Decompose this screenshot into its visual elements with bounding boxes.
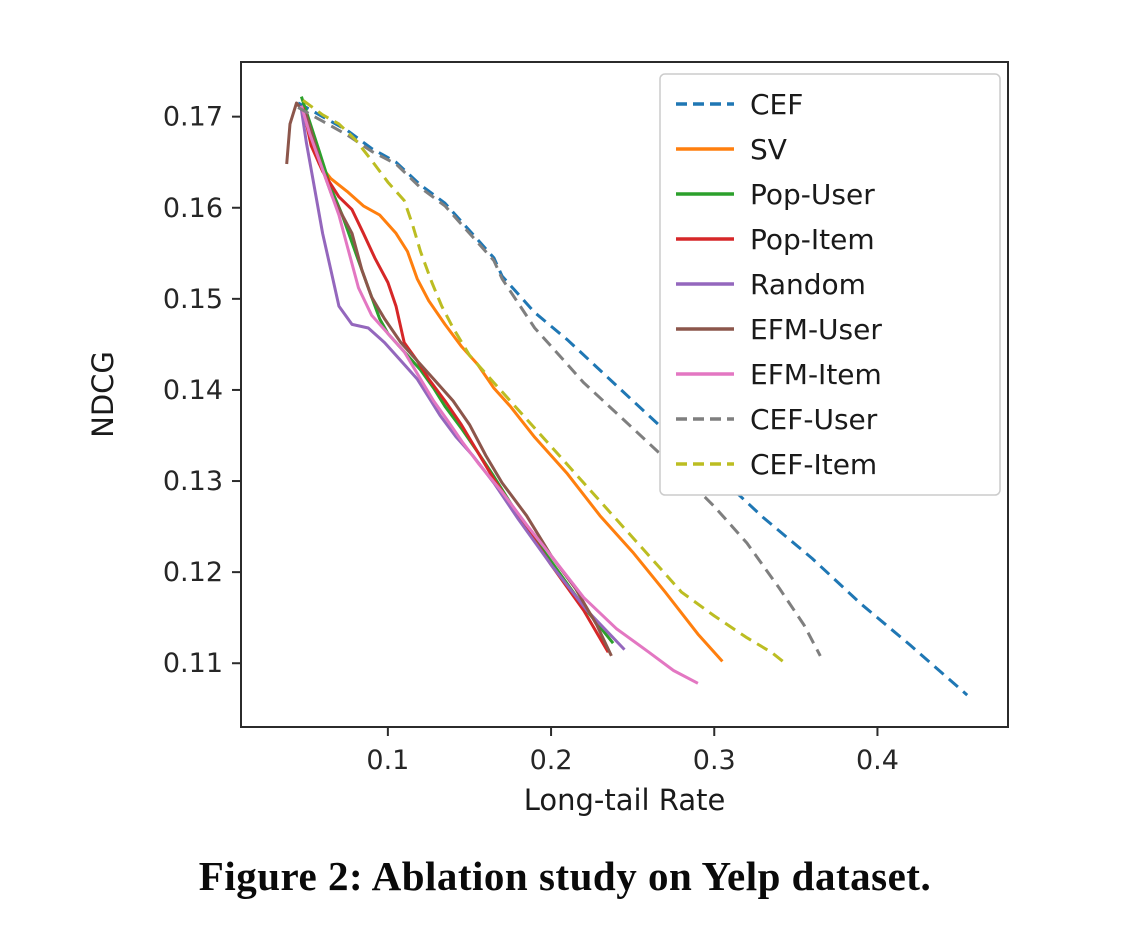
y-tick-label: 0.14 (163, 375, 223, 406)
series-line-efm-user (285, 101, 613, 657)
x-axis-label: Long-tail Rate (524, 783, 726, 817)
figure-caption: Figure 2: Ablation study on Yelp dataset… (198, 853, 932, 899)
legend-label-pop-item: Pop-Item (750, 223, 875, 256)
x-tick-label: 0.3 (693, 745, 736, 776)
legend-label-efm-item: EFM-Item (750, 358, 882, 391)
series-line-efm-item (299, 105, 699, 685)
series-line-cef-item (302, 99, 789, 667)
x-tick-label: 0.4 (856, 745, 899, 776)
legend-box (659, 73, 1001, 496)
y-tick-label: 0.13 (163, 466, 223, 497)
series-line-sv (301, 105, 724, 663)
legend-label-cef-user: CEF-User (750, 403, 878, 436)
y-tick-label: 0.17 (163, 102, 223, 133)
chart-svg: 0.1 0.2 0.3 0.4 0.11 0.12 0.13 0.14 0.15 0.16 0.17… (86, 61, 1009, 817)
y-tick-label: 0.15 (163, 284, 223, 315)
y-tick-label: 0.12 (163, 557, 223, 588)
legend-label-random: Random (750, 268, 866, 301)
legend-label-sv: SV (750, 133, 787, 166)
series-line-cef-user (297, 106, 822, 657)
legend-label-efm-user: EFM-User (750, 313, 882, 346)
y-axis-label: NDCG (86, 351, 120, 438)
x-tick-label: 0.2 (530, 745, 573, 776)
legend-label-cef: CEF (750, 88, 803, 121)
legend-label-cef-item: CEF-Item (750, 448, 877, 481)
x-tick-label: 0.1 (366, 745, 409, 776)
legend-label-pop-user: Pop-User (750, 178, 875, 211)
figure: 0.1 0.2 0.3 0.4 0.11 0.12 0.13 0.14 0.15 0.16 0.17… (65, 30, 1065, 846)
y-tick-label: 0.11 (163, 648, 223, 679)
y-tick-label: 0.16 (163, 193, 223, 224)
series-line-random (299, 109, 626, 651)
